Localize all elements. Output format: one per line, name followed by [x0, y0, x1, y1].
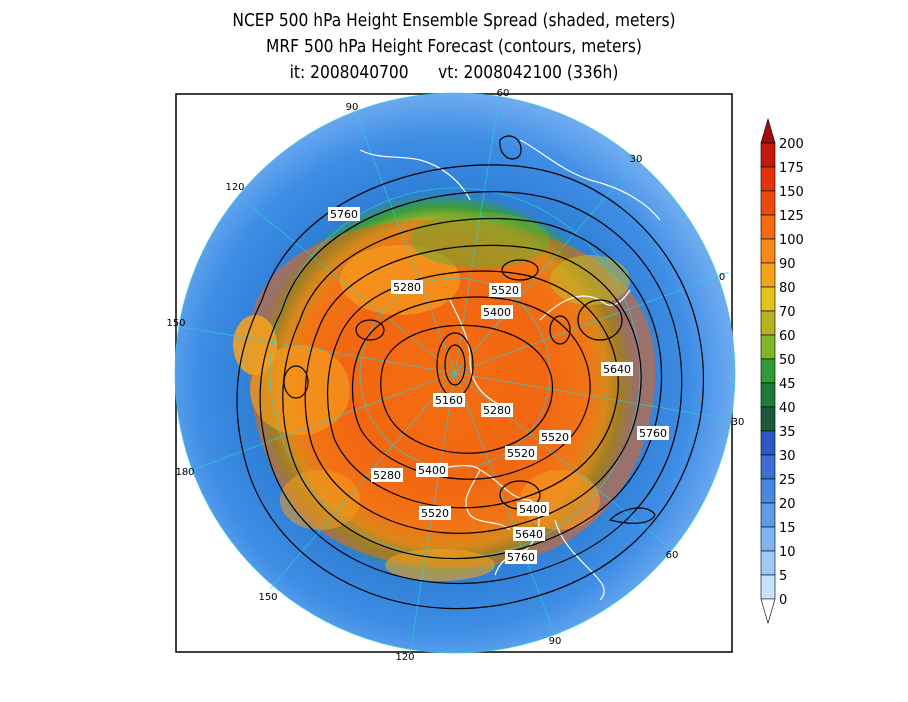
colorbar-swatch: [760, 430, 776, 456]
contour-label: 5640: [513, 527, 545, 541]
colorbar-tick-label: 35: [779, 425, 796, 440]
svg-text:5640: 5640: [515, 528, 543, 541]
colorbar-swatch: [760, 310, 776, 336]
colorbar-tick-label: 90: [779, 257, 796, 272]
colorbar-swatch: [760, 358, 776, 384]
contour-label: 5280: [391, 280, 423, 294]
colorbar-tick-label: 20: [779, 497, 796, 512]
lon-label: 0: [719, 272, 725, 283]
svg-text:5160: 5160: [435, 394, 463, 407]
colorbar-tick-label: 60: [779, 329, 796, 344]
svg-text:5280: 5280: [393, 281, 421, 294]
title-block: NCEP 500 hPa Height Ensemble Spread (sha…: [0, 8, 908, 86]
contour-label: 5640: [601, 362, 633, 376]
svg-text:5520: 5520: [507, 447, 535, 460]
svg-text:5640: 5640: [603, 363, 631, 376]
colorbar-swatch: [760, 262, 776, 288]
contour-label: 5520: [539, 430, 571, 444]
longitude-labels: 60 30 0 30 60 90 120 150 180 150 120 90: [166, 88, 744, 663]
lon-label: 180: [175, 467, 194, 478]
colorbar-tick-label: 175: [779, 161, 804, 176]
colorbar-swatch: [760, 166, 776, 192]
colorbar-max-arrow: [760, 117, 776, 144]
colorbar: 0 5 10 15 20 25 30 35 40 45 50 60 70 80 90 100 125 150 175…: [760, 117, 804, 625]
colorbar-tick-label: 30: [779, 449, 796, 464]
lon-label: 30: [732, 417, 745, 428]
lon-label: 30: [630, 154, 643, 165]
colorbar-tick-label: 10: [779, 545, 796, 560]
contour-label: 5760: [328, 207, 360, 221]
svg-text:5400: 5400: [418, 464, 446, 477]
svg-text:5520: 5520: [421, 507, 449, 520]
colorbar-swatch: [760, 190, 776, 216]
colorbar-tick-label: 125: [779, 209, 804, 224]
lon-label: 60: [497, 88, 510, 99]
contour-label: 5400: [481, 305, 513, 319]
contour-value-labels: 5760 5280 5520 5400 5640 5160 5280 5760 …: [328, 207, 669, 564]
contour-label: 5760: [637, 426, 669, 440]
contour-label: 5520: [489, 283, 521, 297]
colorbar-swatch: [760, 454, 776, 480]
svg-text:5400: 5400: [519, 503, 547, 516]
colorbar-swatch: [760, 502, 776, 528]
svg-text:5760: 5760: [639, 427, 667, 440]
colorbar-tick-label: 45: [779, 377, 796, 392]
contour-label: 5400: [416, 463, 448, 477]
contour-label: 5520: [419, 506, 451, 520]
colorbar-swatch: [760, 382, 776, 408]
svg-text:5520: 5520: [541, 431, 569, 444]
colorbar-tick-label: 15: [779, 521, 796, 536]
lon-label: 150: [258, 592, 277, 603]
contour-label: 5400: [517, 502, 549, 516]
colorbar-swatch: [760, 478, 776, 504]
svg-text:5400: 5400: [483, 306, 511, 319]
colorbar-swatch: [760, 238, 776, 264]
colorbar-swatch: [760, 142, 776, 168]
title-line-3: it: 2008040700 vt: 2008042100 (336h): [289, 62, 619, 83]
svg-text:5280: 5280: [373, 469, 401, 482]
svg-text:5520: 5520: [491, 284, 519, 297]
svg-text:5280: 5280: [483, 404, 511, 417]
colorbar-tick-label: 0: [779, 593, 787, 608]
colorbar-swatch: [760, 550, 776, 576]
svg-text:5760: 5760: [330, 208, 358, 221]
title-line-1: NCEP 500 hPa Height Ensemble Spread (sha…: [232, 10, 676, 31]
colorbar-swatch: [760, 334, 776, 360]
colorbar-tick-label: 70: [779, 305, 796, 320]
lon-label: 150: [166, 318, 185, 329]
colorbar-swatch: [760, 214, 776, 240]
contour-label: 5280: [371, 468, 403, 482]
contour-label: 5520: [505, 446, 537, 460]
colorbar-tick-label: 80: [779, 281, 796, 296]
lon-label: 90: [346, 102, 359, 113]
colorbar-tick-label: 200: [779, 137, 804, 152]
colorbar-tick-label: 25: [779, 473, 796, 488]
colorbar-tick-label: 100: [779, 233, 804, 248]
colorbar-swatch: [760, 526, 776, 552]
lon-label: 120: [225, 182, 244, 193]
colorbar-swatch: [760, 406, 776, 432]
title-line-2: MRF 500 hPa Height Forecast (contours, m…: [266, 36, 642, 57]
height-contours: [236, 135, 705, 610]
contour-label: 5160: [433, 393, 465, 407]
svg-text:5760: 5760: [507, 551, 535, 564]
colorbar-swatch: [760, 286, 776, 312]
colorbar-tick-label: 40: [779, 401, 796, 416]
colorbar-tick-label: 150: [779, 185, 804, 200]
colorbar-tick-label: 5: [779, 569, 787, 584]
lon-label: 90: [549, 636, 562, 647]
lon-label: 120: [395, 652, 414, 663]
colorbar-min-arrow: [760, 598, 776, 625]
colorbar-swatch: [760, 574, 776, 600]
contour-label: 5280: [481, 403, 513, 417]
lon-label: 60: [666, 550, 679, 561]
contour-label: 5760: [505, 550, 537, 564]
colorbar-tick-label: 50: [779, 353, 796, 368]
